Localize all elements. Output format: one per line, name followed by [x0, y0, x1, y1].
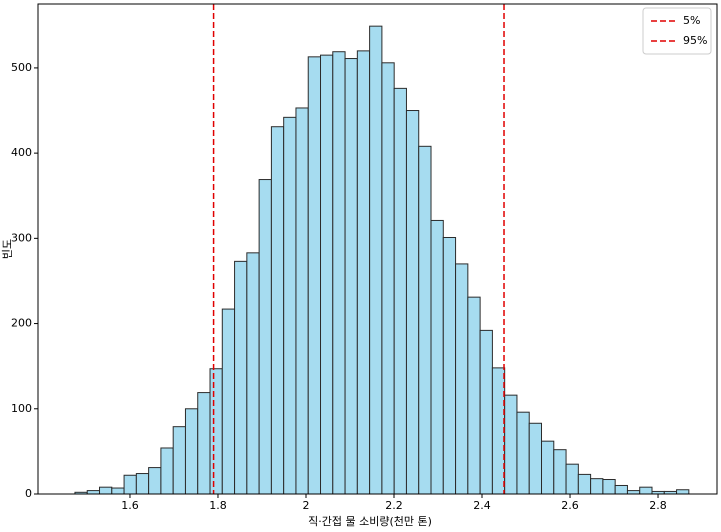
bar: [258, 179, 272, 495]
legend-label: 95%: [683, 34, 707, 47]
bar: [86, 490, 101, 495]
bar: [221, 308, 236, 495]
x-tick-label: 1.8: [209, 499, 227, 512]
bar: [270, 126, 285, 495]
bar: [516, 411, 530, 495]
bar: [393, 87, 407, 495]
bar: [295, 107, 309, 495]
y-tick-label: 100: [11, 402, 32, 415]
bar: [602, 479, 616, 495]
y-tick-label: 300: [11, 231, 32, 244]
y-tick-label: 400: [11, 146, 32, 159]
bar: [209, 368, 223, 495]
bar: [614, 484, 628, 495]
y-tick-label: 0: [25, 487, 32, 500]
x-tick-label: 2.2: [385, 499, 403, 512]
bar: [246, 252, 260, 495]
x-tick-label: 2: [302, 499, 309, 512]
bar: [381, 62, 395, 495]
bar: [590, 478, 604, 495]
bar: [528, 422, 543, 495]
bar: [553, 449, 567, 495]
bar: [430, 219, 444, 495]
bar: [541, 440, 555, 495]
x-tick-label: 2.8: [649, 499, 667, 512]
x-tick-label: 1.6: [121, 499, 139, 512]
bar: [148, 467, 162, 495]
bar: [172, 426, 186, 495]
bar: [283, 116, 297, 495]
bar: [565, 463, 579, 495]
x-tick-label: 2.4: [473, 499, 491, 512]
bar: [234, 260, 248, 495]
x-axis-label: 직·간접 물 소비량(천만 톤): [308, 514, 432, 528]
bar: [111, 487, 125, 495]
plot-frame: [37, 3, 718, 495]
x-tick-label: 2.6: [561, 499, 579, 512]
bar: [676, 489, 690, 495]
bar: [184, 408, 199, 495]
bar: [405, 110, 420, 495]
bar: [332, 51, 346, 495]
bar: [577, 473, 592, 495]
bar: [639, 486, 653, 495]
bar: [307, 56, 322, 495]
bar: [455, 263, 469, 495]
bar: [369, 25, 383, 495]
y-tick-label: 200: [11, 317, 32, 330]
y-tick-label: 500: [11, 61, 32, 74]
legend-label: 5%: [683, 14, 700, 27]
bar: [467, 296, 481, 495]
bar: [320, 54, 334, 495]
bar: [356, 50, 371, 495]
y-axis-label: 빈도: [1, 239, 14, 259]
bar: [197, 392, 211, 495]
bar: [135, 473, 150, 495]
bar: [491, 367, 506, 495]
legend-box: [642, 7, 712, 55]
bar: [344, 58, 358, 495]
bar: [626, 490, 641, 495]
bar: [160, 447, 174, 495]
bar: [504, 394, 518, 495]
bar: [442, 236, 457, 495]
bar: [99, 486, 113, 495]
bar: [418, 145, 432, 495]
bar: [123, 474, 137, 495]
bar: [479, 329, 493, 495]
